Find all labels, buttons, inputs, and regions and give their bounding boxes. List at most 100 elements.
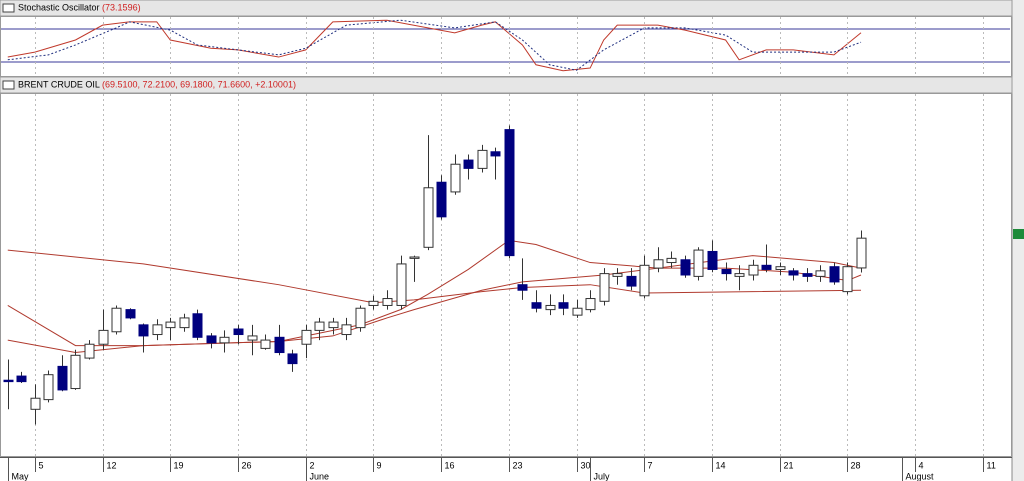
- price-axis-strip: [1012, 0, 1024, 481]
- panel-icon[interactable]: [2, 80, 15, 90]
- candle-body: [16, 375, 27, 383]
- candle-body: [707, 250, 718, 270]
- month-label: May: [12, 471, 30, 481]
- candle-body: [3, 379, 14, 383]
- candle-body: [70, 354, 81, 390]
- candle-body: [111, 307, 122, 333]
- x-tick-label: 7: [648, 460, 653, 470]
- x-tick-label: 11: [987, 460, 996, 470]
- x-tick-label: 4: [919, 460, 924, 470]
- candle-body: [382, 298, 393, 306]
- candle-body: [84, 343, 95, 359]
- candle-body: [680, 259, 691, 276]
- candle-body: [125, 309, 136, 319]
- candle-body: [328, 321, 339, 329]
- candle-body: [368, 300, 379, 306]
- candle-body: [802, 273, 813, 277]
- candle-body: [233, 328, 244, 336]
- candle-body: [721, 268, 732, 275]
- moving-average: [7, 267, 862, 354]
- candle-body: [314, 321, 325, 331]
- candle-body: [639, 264, 650, 297]
- candle-body: [355, 307, 366, 329]
- x-tick-label: 19: [174, 460, 184, 470]
- candle-body: [856, 237, 867, 269]
- candle-body: [138, 324, 149, 337]
- ohlc-values: (69.5100, 72.2100, 69.1800, 71.6600, +2.…: [102, 80, 296, 90]
- x-tick-label: 26: [242, 460, 252, 470]
- x-tick-label: 28: [851, 460, 861, 470]
- candle-body: [30, 397, 41, 410]
- candle-body: [409, 256, 420, 259]
- candle-body: [599, 273, 610, 302]
- candle-body: [653, 259, 664, 269]
- oscillator-line: [7, 19, 862, 72]
- last-price-marker: [1013, 229, 1024, 239]
- x-tick-label: 16: [445, 460, 455, 470]
- candle-body: [436, 181, 447, 218]
- candle-body: [734, 273, 745, 277]
- candle-body: [558, 302, 569, 309]
- candle-body: [612, 273, 623, 277]
- candle-body: [829, 266, 840, 283]
- panel-icon[interactable]: [2, 3, 15, 13]
- candle-body: [206, 335, 217, 344]
- candle-body: [531, 302, 542, 309]
- panel-border: [0, 93, 1012, 457]
- candle-body: [572, 307, 583, 316]
- candle-body: [545, 304, 556, 311]
- month-label: July: [594, 471, 611, 481]
- candle-body: [274, 336, 285, 354]
- candle-body: [179, 317, 190, 329]
- instrument-name: BRENT CRUDE OIL: [18, 80, 100, 90]
- month-label: August: [906, 471, 935, 481]
- candle-body: [517, 284, 528, 291]
- candle-body: [666, 257, 677, 264]
- candle-body: [477, 149, 488, 169]
- panel-title: BRENT CRUDE OIL (69.5100, 72.2100, 69.18…: [18, 80, 296, 90]
- candle-body: [842, 266, 853, 293]
- indicator-value: (73.1596): [102, 3, 141, 13]
- candle-body: [192, 313, 203, 338]
- x-tick-label: 14: [716, 460, 726, 470]
- candle-body: [450, 163, 461, 193]
- candle-body: [490, 151, 501, 157]
- candle-body: [287, 353, 298, 365]
- candle-body: [98, 329, 109, 345]
- candle-body: [423, 187, 434, 248]
- candle-body: [748, 264, 759, 276]
- candle-body: [260, 339, 271, 349]
- candle-body: [247, 335, 258, 341]
- candle-body: [219, 336, 230, 344]
- x-tick-label: 21: [784, 460, 794, 470]
- x-tick-label: 23: [513, 460, 523, 470]
- panel-title: Stochastic Oscillator (73.1596): [18, 3, 141, 13]
- candle-body: [152, 324, 163, 336]
- candle-body: [788, 270, 799, 276]
- panel-header: [0, 0, 1013, 17]
- month-label: June: [310, 471, 330, 481]
- candle-body: [693, 249, 704, 277]
- candle-body: [43, 374, 54, 401]
- candle-body: [57, 365, 68, 391]
- x-tick-label: 2: [310, 460, 315, 470]
- candle-body: [396, 263, 407, 306]
- candle-body: [341, 324, 352, 336]
- candle-body: [585, 298, 596, 311]
- x-tick-label: 12: [107, 460, 117, 470]
- x-tick-label: 5: [39, 460, 44, 470]
- candle-body: [761, 264, 772, 270]
- moving-average: [7, 249, 862, 304]
- x-tick-label: 9: [377, 460, 382, 470]
- x-tick-label: 30: [581, 460, 591, 470]
- indicator-name: Stochastic Oscillator: [18, 3, 100, 13]
- candle-body: [626, 275, 637, 287]
- candle-body: [504, 129, 515, 257]
- candle-body: [463, 159, 474, 169]
- candle-body: [775, 266, 786, 270]
- candle-body: [165, 321, 176, 329]
- oscillator-line: [7, 19, 862, 71]
- candle-body: [815, 270, 826, 277]
